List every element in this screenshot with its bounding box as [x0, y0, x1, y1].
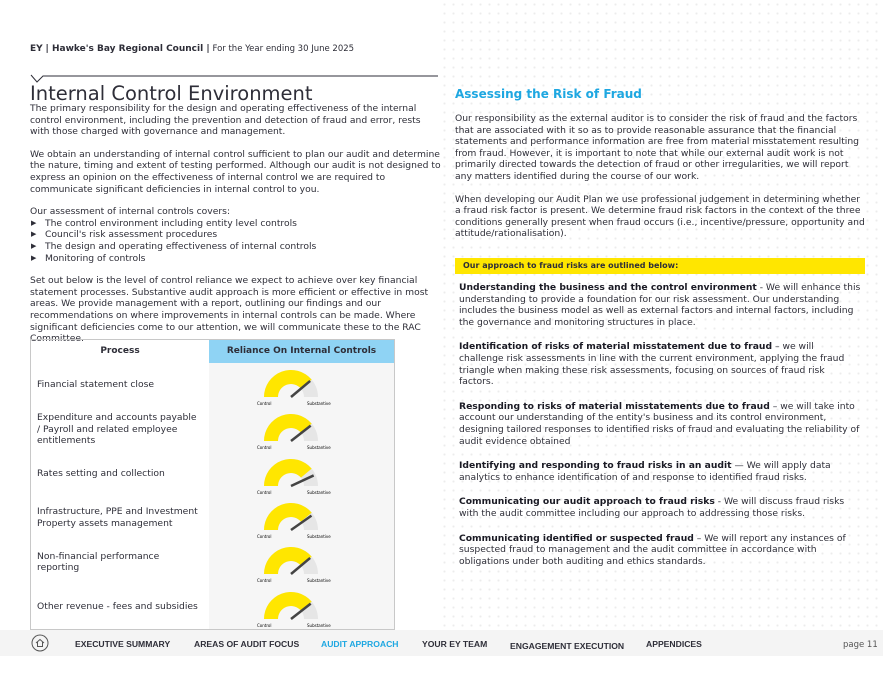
gauge: Control Substantive: [257, 370, 331, 406]
gauge-fill: [264, 414, 312, 442]
dot-pattern: [440, 0, 883, 630]
gauge-fill: [264, 370, 312, 397]
gauge-label: Substantive: [307, 401, 331, 406]
item-lead: Responding to risks of material misstate…: [459, 400, 770, 412]
process-label: Financial statement close: [37, 379, 155, 391]
item-lead: Identifying and responding to fraud risk…: [459, 460, 732, 472]
brand: EY: [30, 44, 43, 54]
gauge-needle: [290, 473, 315, 487]
gauge-label: Control: [257, 623, 271, 628]
gauge-fill: [264, 458, 312, 486]
gauge: Control Substantive: [257, 591, 331, 628]
gauge: Control Substantive: [257, 458, 331, 495]
nav-item[interactable]: YOUR EY TEAM: [422, 639, 488, 649]
bullet: ▶ The control environment including entit…: [30, 218, 442, 230]
gauge-label: Control: [257, 490, 271, 495]
gauge-label: Control: [257, 445, 271, 450]
period: For the Year ending 30 June 2025: [212, 44, 355, 54]
gauge: Control Substantive: [257, 547, 331, 583]
gauge-needle: [290, 514, 313, 531]
gauge-label: Substantive: [307, 490, 331, 495]
item-lead: Understanding the business and the contr…: [459, 282, 757, 293]
table-header: Reliance On Internal Controls: [209, 340, 394, 363]
process-label: Rates setting and collection: [37, 467, 165, 479]
bullet-text: The design and operating effectiveness o…: [45, 240, 317, 252]
gauge-needle: [290, 424, 312, 443]
gauge-label: Control: [257, 401, 271, 406]
home-icon[interactable]: [31, 634, 49, 652]
bullet: ▶ Monitoring of controls: [30, 253, 442, 265]
gauge-fill: [264, 547, 312, 575]
bullet-list: ▶ The control environment including entit…: [30, 218, 442, 264]
item-text: - We will enhance this understanding to …: [459, 282, 861, 328]
gauge-label: Substantive: [307, 534, 331, 539]
gauge-label: Control: [257, 578, 271, 583]
bullet-text: Council's risk assessment procedures: [45, 229, 218, 241]
item-lead: Communicating identified or suspected fr…: [459, 532, 694, 544]
gauge-label: Control: [257, 534, 271, 539]
process-label: Non-financial performance reporting: [37, 550, 160, 574]
gauge: Control Substantive: [257, 414, 331, 450]
bullet: ▶ The design and operating effectiveness …: [30, 241, 442, 253]
item-lead: Identification of risks of material miss…: [459, 341, 773, 353]
gauge-needle: [290, 557, 311, 576]
left-body: The primary responsibility for the desig…: [30, 103, 442, 345]
council: | Hawke's Bay Regional Council |: [45, 44, 210, 54]
fraud-item: Identifying and responding to fraud risk…: [459, 460, 861, 483]
fraud-items: Understanding the business and the contr…: [459, 282, 861, 567]
right-body: Our responsibility as the external audit…: [455, 113, 867, 240]
bullet-marker: ▶: [31, 218, 37, 227]
left-title: Internal Control Environment: [30, 82, 313, 105]
nav-item[interactable]: APPENDICES: [646, 639, 702, 649]
item-text: - We will discuss fraud risks with the a…: [459, 496, 845, 519]
nav-item[interactable]: EXECUTIVE SUMMARY: [75, 639, 171, 649]
paragraph: Our responsibility as the external audit…: [455, 113, 860, 182]
gauge-label: Substantive: [307, 578, 331, 583]
fraud-item: Understanding the business and the contr…: [459, 282, 861, 328]
fraud-item: Communicating our audit approach to frau…: [459, 496, 861, 519]
paragraph: The primary responsibility for the desig…: [30, 103, 421, 138]
gauge-label: Substantive: [307, 623, 331, 628]
bullet-text: The control environment including entity…: [45, 217, 297, 229]
process-label: Infrastructure, PPE and Investment Prope…: [37, 506, 198, 529]
item-text: – we will challenge risk assessments in …: [459, 341, 845, 388]
bullet-marker: ▶: [31, 253, 37, 262]
nav-item[interactable]: AUDIT APPROACH: [321, 639, 399, 649]
item-text: — We will apply data analytics to enhanc…: [459, 460, 831, 483]
paragraph: We obtain an understanding of internal c…: [30, 148, 441, 195]
bullet-text: Monitoring of controls: [45, 252, 146, 264]
nav-item[interactable]: ENGAGEMENT EXECUTION: [510, 641, 625, 651]
page-number: page 11: [843, 640, 878, 650]
header: EY | Hawke's Bay Regional Council | For …: [30, 44, 354, 54]
gauge-needle: [290, 379, 311, 398]
item-text: – we will take into account our understa…: [459, 400, 860, 447]
rule: [30, 74, 438, 83]
paragraph: When developing our Audit Plan we use pr…: [455, 193, 865, 240]
gauge: Control Substantive: [257, 502, 331, 539]
table-header: Process: [100, 346, 140, 356]
bullet-marker: ▶: [31, 230, 37, 239]
banner: Our approach to fraud risks are outlined…: [455, 258, 865, 274]
item-lead: Communicating our audit approach to frau…: [459, 496, 715, 508]
process-label: Other revenue - fees and subsidies: [37, 600, 198, 612]
paragraph: Set out below is the level of control re…: [30, 275, 429, 345]
fraud-item: Communicating identified or suspected fr…: [459, 533, 861, 568]
right-title: Assessing the Risk of Fraud: [455, 87, 642, 101]
bullet: ▶ Council's risk assessment procedures: [30, 229, 442, 241]
item-text: – We will report any instances of suspec…: [459, 532, 846, 567]
nav-item[interactable]: AREAS OF AUDIT FOCUS: [194, 639, 300, 649]
bullet-marker: ▶: [31, 241, 37, 250]
table: Process Reliance On Internal Controls Fi…: [30, 339, 395, 630]
gauge-column: [209, 363, 394, 629]
gauge-fill: [264, 502, 312, 530]
process-label: Expenditure and accounts payable / Payro…: [37, 411, 197, 447]
fraud-item: Responding to risks of material misstate…: [459, 401, 861, 447]
gauge-label: Substantive: [307, 445, 331, 450]
gauge-fill: [264, 591, 312, 619]
fraud-item: Identification of risks of material miss…: [459, 341, 861, 387]
gauge-needle: [290, 602, 312, 620]
paragraph: Our assessment of internal controls cove…: [30, 206, 231, 218]
nav-bar: [0, 630, 883, 656]
